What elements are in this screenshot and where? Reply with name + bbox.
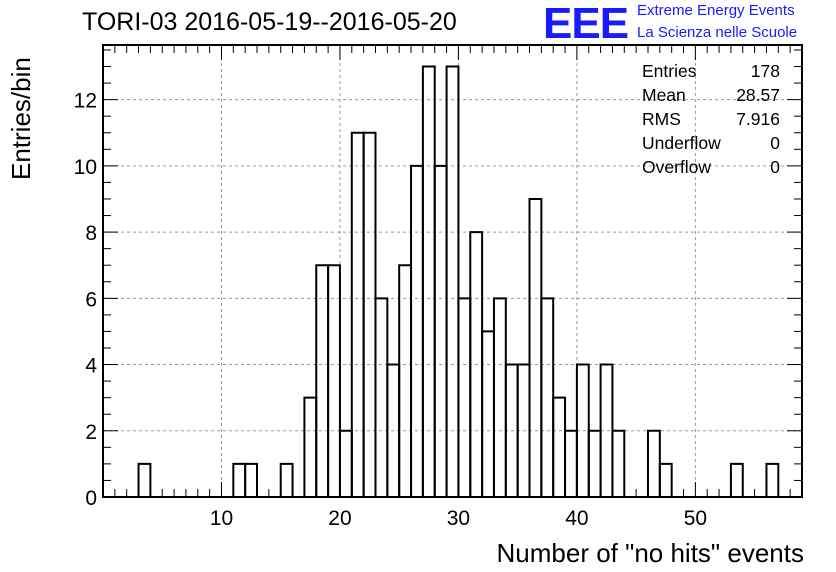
histogram-bin [421,65,436,497]
histogram-bin [232,462,247,497]
stats-box: Entries 178 Mean 28.57 RMS 7.916 Underfl… [642,60,780,180]
stat-label: Mean [642,85,686,105]
y-tick-label: 6 [85,288,97,311]
histogram-bin [729,462,744,497]
x-tick-label: 40 [565,507,588,530]
histogram-bin [658,462,673,497]
x-tick-label: 50 [684,507,707,530]
histogram-bin [540,297,555,497]
stat-mean: Mean 28.57 [642,84,780,108]
stat-value: 7.916 [736,109,780,129]
histogram-bin [338,429,353,497]
x-tick-label: 20 [328,507,351,530]
x-axis-label: Number of "no hits" events [496,538,805,568]
histogram-bin [244,462,259,497]
stat-value: 0 [770,157,780,177]
histogram-bin [611,429,626,497]
histogram-bin [457,297,472,497]
stat-value: 178 [750,61,780,81]
histogram-bin [350,131,365,497]
stat-label: Underflow [642,133,721,153]
histogram-bin [398,264,413,497]
histogram-bin [327,264,341,497]
y-tick-label: 8 [85,222,97,245]
y-tick-label: 4 [85,355,97,378]
stat-label: RMS [642,109,681,129]
chart-title: TORI-03 2016-05-19--2016-05-20 [82,8,457,36]
logo-line-1: Extreme Energy Events [637,2,795,19]
x-tick-label: 30 [447,507,470,530]
stat-overflow: Overflow 0 [642,156,780,180]
histogram-bin [528,197,543,497]
eee-logo: EEE [543,0,629,48]
y-tick-label: 12 [74,90,97,113]
histogram-bin [552,396,567,497]
y-tick-label: 0 [85,487,97,510]
histogram-bin [481,330,495,497]
histogram-bin [137,462,152,497]
x-tick-label: 10 [210,507,233,530]
histogram-bin [564,429,578,497]
histogram-bin [433,164,448,497]
histogram-bin [303,396,318,497]
stat-rms: RMS 7.916 [642,108,780,132]
plot-frame [102,44,803,498]
stat-value: 0 [770,133,780,153]
y-tick-label: 2 [85,421,97,444]
histogram-bin [374,297,389,497]
stat-label: Overflow [642,157,712,177]
stat-value: 28.57 [736,85,780,105]
stat-underflow: Underflow 0 [642,132,780,156]
histogram-bin [646,429,661,497]
histogram-bin [315,264,330,497]
histogram-bin [492,297,507,497]
histogram-bin [765,462,780,497]
histogram-bin [362,131,377,497]
stat-label: Entries [642,61,697,81]
y-axis-label: Entries/bin [6,57,36,180]
histogram-bin [279,462,294,497]
stat-entries: Entries 178 [642,60,780,84]
histogram-bin [445,65,460,497]
logo-line-2: La Scienza nelle Scuole [637,24,798,41]
histogram-bin [410,164,424,497]
y-tick-label: 10 [74,156,97,179]
histogram-bin [587,429,602,497]
